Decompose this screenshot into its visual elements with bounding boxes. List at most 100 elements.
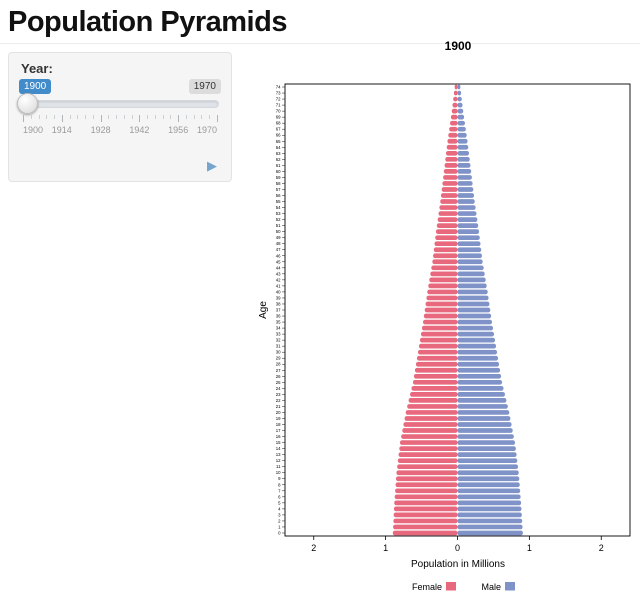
- male-bar: [457, 313, 492, 319]
- legend-swatch-female: [446, 582, 456, 591]
- slider-grid-tick: [23, 115, 24, 122]
- play-button[interactable]: ▶: [207, 158, 217, 173]
- male-bar: [457, 241, 481, 247]
- female-bar: [428, 283, 458, 289]
- female-bar: [454, 84, 458, 90]
- female-bar: [420, 331, 458, 337]
- slider-track[interactable]: [21, 100, 219, 108]
- controls-panel: Year: 1900 1970 1900 1914 1928 1942 1956 1970…: [8, 52, 232, 182]
- age-tick-label: 61: [276, 163, 281, 168]
- plot-border: [284, 83, 631, 537]
- x-tick-label: 2: [311, 543, 316, 553]
- male-bar: [457, 325, 494, 331]
- slider-grid-tick: [77, 115, 79, 119]
- age-tick-label: 66: [276, 133, 281, 138]
- slider-grid-label: 1956: [168, 125, 189, 135]
- age-tick-label: 69: [276, 115, 281, 120]
- year-label: Year:: [21, 61, 53, 76]
- male-bar: [457, 229, 480, 235]
- female-bar: [416, 355, 458, 361]
- age-tick-label: 53: [276, 211, 281, 216]
- female-bar: [417, 349, 458, 355]
- population-pyramid-chart: 1900 0 1 2 3 4 5 6 7 8 9 10 11 12 13 14 15 16 17 18 19 20 21 2…: [256, 34, 640, 599]
- male-bar: [457, 404, 508, 409]
- male-bar: [457, 120, 465, 126]
- year-slider[interactable]: 1900 1970 1900 1914 1928 1942 1956 1970: [17, 79, 221, 147]
- male-bar: [457, 500, 522, 506]
- age-tick-label: 67: [276, 127, 281, 132]
- female-bar: [440, 193, 458, 198]
- x-tick-label: 2: [599, 543, 604, 553]
- female-bar: [395, 476, 458, 482]
- female-bar: [443, 169, 458, 174]
- female-bar: [415, 361, 458, 367]
- male-bar: [457, 163, 471, 168]
- male-bar: [457, 434, 514, 439]
- male-bar: [457, 205, 476, 210]
- age-tick-label: 35: [276, 320, 281, 325]
- slider-grid-tick: [116, 115, 118, 119]
- chart-title: 1900: [445, 39, 472, 53]
- slider-handle[interactable]: [17, 93, 38, 114]
- male-bar: [457, 90, 462, 96]
- female-bar: [408, 398, 458, 403]
- age-tick-label: 10: [276, 470, 281, 475]
- male-bar: [457, 193, 475, 198]
- age-tick-label: 59: [276, 175, 281, 180]
- play-button-row: ▶: [207, 157, 217, 175]
- age-tick-label: 30: [276, 350, 281, 355]
- slider-grid-label: 1970: [196, 125, 217, 135]
- female-bar: [398, 452, 458, 457]
- male-bar: [457, 187, 474, 192]
- age-tick-label: 15: [276, 440, 281, 445]
- female-bar: [426, 295, 458, 301]
- female-bar: [433, 253, 458, 259]
- female-bar: [394, 494, 458, 500]
- age-tick-label: 7: [278, 488, 281, 493]
- female-bar: [450, 114, 458, 120]
- male-bar: [457, 392, 505, 397]
- male-bar: [457, 181, 473, 186]
- female-bar: [423, 319, 458, 325]
- age-tick-label: 63: [276, 151, 281, 156]
- age-tick-label: 23: [276, 392, 281, 397]
- male-bar: [457, 301, 490, 307]
- slider-current-value-badge: 1900: [19, 79, 52, 94]
- female-bar: [401, 434, 458, 439]
- slider-grid-tick: [30, 115, 32, 119]
- male-bar: [457, 211, 477, 216]
- age-tick-label: 19: [276, 416, 281, 421]
- female-bar: [446, 150, 458, 156]
- female-bar: [412, 379, 458, 385]
- female-bar: [424, 307, 458, 313]
- age-tick-label: 3: [278, 512, 281, 517]
- age-tick-label: 68: [276, 121, 281, 126]
- female-bar: [435, 235, 458, 241]
- age-tick-label: 16: [276, 434, 281, 439]
- male-bar: [457, 247, 482, 253]
- male-bar: [457, 367, 501, 373]
- female-bar: [436, 223, 458, 228]
- female-bar: [453, 90, 458, 96]
- female-bar: [418, 343, 458, 349]
- age-tick-label: 20: [276, 410, 281, 415]
- age-tick-label: 25: [276, 380, 281, 385]
- slider-grid-tick: [178, 115, 180, 122]
- female-bar: [451, 108, 458, 114]
- male-bar: [457, 440, 515, 445]
- age-tick-label: 70: [276, 109, 281, 114]
- female-bar: [392, 530, 458, 536]
- age-tick-label: 1: [278, 524, 281, 529]
- female-bar: [411, 385, 458, 391]
- male-bar: [457, 96, 462, 102]
- slider-grid-tick: [85, 115, 87, 119]
- female-bar: [440, 199, 458, 204]
- female-bar: [432, 259, 458, 265]
- male-bar: [457, 446, 516, 451]
- female-bar: [419, 337, 458, 343]
- female-bar: [450, 120, 458, 126]
- slider-grid-tick: [69, 115, 71, 119]
- male-bar: [457, 235, 480, 241]
- female-bar: [393, 506, 458, 512]
- y-axis-label: Age: [258, 301, 269, 319]
